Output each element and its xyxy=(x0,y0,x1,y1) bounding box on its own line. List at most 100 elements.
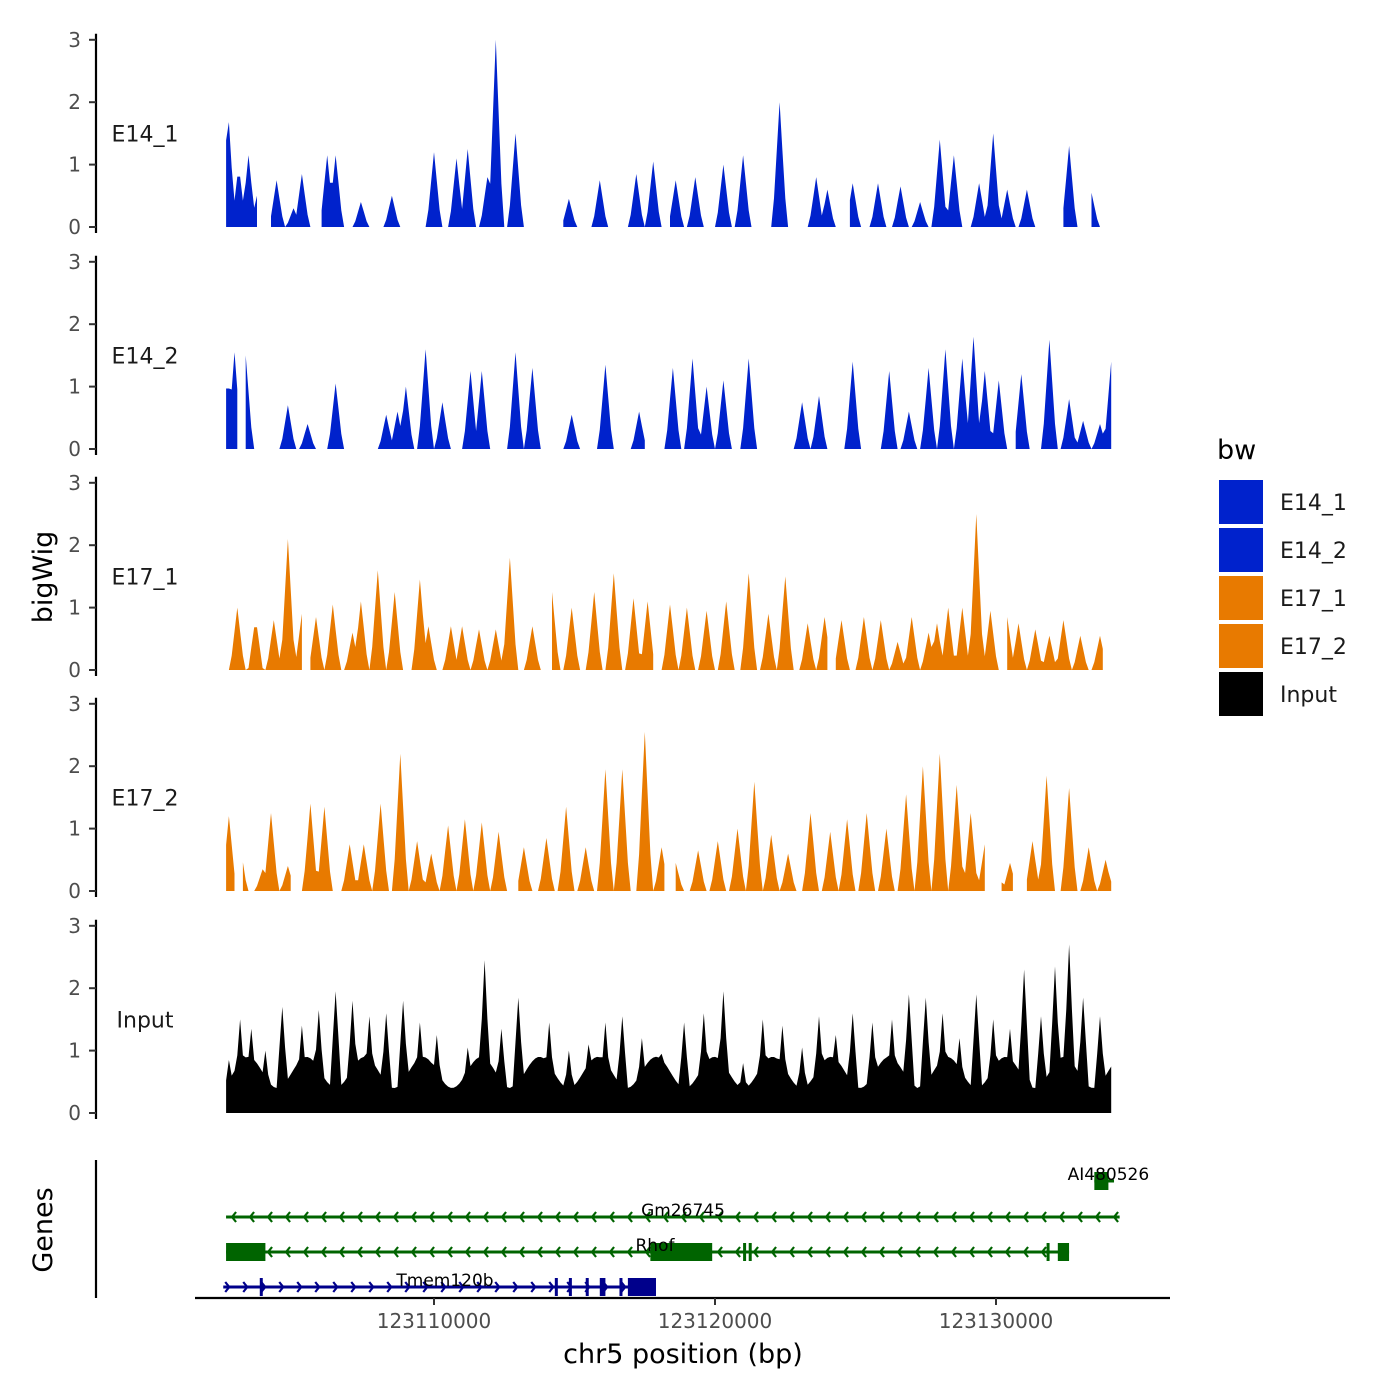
coverage-tracks: 0 1 2 3 E14_1 0 1 2 3 E14_2 0 1 2 3 E17_1 0 1 2 3 E17_2 0 1 2 3… xyxy=(68,28,1112,1125)
y-tick-label: 0 xyxy=(68,437,81,461)
coverage-area xyxy=(1026,775,1112,891)
coverage-area xyxy=(226,352,238,449)
strand-arrow xyxy=(986,1211,993,1223)
strand-arrow xyxy=(410,1211,417,1223)
coverage-area xyxy=(324,349,552,449)
coverage-area xyxy=(310,557,544,670)
strand-arrow xyxy=(284,1246,291,1258)
coverage-area xyxy=(518,731,665,891)
y-tick-label: 2 xyxy=(68,976,81,1000)
strand-arrow xyxy=(350,1281,357,1293)
y-tick-label: 2 xyxy=(68,90,81,114)
exon xyxy=(585,1278,589,1296)
strand-arrow xyxy=(410,1246,417,1258)
strand-arrow xyxy=(716,1211,723,1223)
exon xyxy=(1094,1172,1109,1190)
strand-arrow xyxy=(1022,1246,1029,1258)
strand-arrow xyxy=(860,1246,867,1258)
strand-arrow xyxy=(554,1211,561,1223)
y-tick-label: 0 xyxy=(68,215,81,239)
strand-arrow xyxy=(770,1246,777,1258)
strand-arrow xyxy=(986,1246,993,1258)
legend-swatch xyxy=(1219,624,1263,668)
track-Input: 0 1 2 3 Input xyxy=(68,914,1112,1125)
strand-arrow xyxy=(860,1211,867,1223)
x-tick-label: 123130000 xyxy=(939,1309,1054,1333)
coverage-area xyxy=(321,155,370,227)
coverage-area xyxy=(301,753,510,891)
strand-arrow xyxy=(1058,1211,1065,1223)
strand-arrow xyxy=(512,1281,519,1293)
strand-arrow xyxy=(950,1211,957,1223)
gene-track: AI480526 Gm26745 Rhof Tmem120b xyxy=(223,1165,1149,1296)
y-tick-label: 2 xyxy=(68,754,81,778)
y-tick-label: 3 xyxy=(68,28,81,52)
strand-arrow xyxy=(242,1281,249,1293)
strand-arrow xyxy=(458,1281,465,1293)
strand-arrow xyxy=(608,1246,615,1258)
strand-arrow xyxy=(842,1211,849,1223)
strand-arrow xyxy=(806,1211,813,1223)
strand-arrow xyxy=(608,1211,615,1223)
track-label: E17_2 xyxy=(112,786,179,811)
strand-arrow xyxy=(914,1211,921,1223)
y-tick-label: 0 xyxy=(68,658,81,682)
coverage-area xyxy=(1007,617,1103,670)
exon xyxy=(627,1278,656,1296)
strand-arrow xyxy=(806,1246,813,1258)
exon xyxy=(748,1243,752,1261)
strand-arrow xyxy=(626,1246,633,1258)
strand-arrow xyxy=(314,1281,321,1293)
exon xyxy=(226,1243,266,1261)
track-E14_1: 0 1 2 3 E14_1 xyxy=(68,28,1112,239)
strand-arrow xyxy=(368,1281,375,1293)
strand-arrow xyxy=(422,1281,429,1293)
coverage-area xyxy=(552,573,654,670)
strand-arrow xyxy=(386,1281,393,1293)
strand-arrow xyxy=(968,1211,975,1223)
coverage-area xyxy=(793,361,862,449)
x-axis-ticks: 123110000 123120000 123130000 xyxy=(377,1298,1054,1333)
strand-arrow xyxy=(932,1246,939,1258)
strand-arrow xyxy=(950,1246,957,1258)
strand-arrow xyxy=(1112,1211,1119,1223)
strand-arrow xyxy=(968,1246,975,1258)
strand-arrow xyxy=(284,1211,291,1223)
coverage-area xyxy=(242,813,291,891)
exon xyxy=(1057,1243,1070,1261)
strand-arrow xyxy=(1094,1211,1101,1223)
legend: bw E14_1 E14_2 E17_1 E17_2 Input xyxy=(1217,435,1347,716)
strand-arrow xyxy=(554,1246,561,1258)
strand-arrow xyxy=(1004,1246,1011,1258)
coverage-area xyxy=(1038,339,1112,449)
strand-arrow xyxy=(374,1246,381,1258)
strand-arrow xyxy=(590,1246,597,1258)
legend-title: bw xyxy=(1217,435,1256,466)
y-tick-label: 1 xyxy=(68,1039,81,1063)
exon xyxy=(619,1278,623,1296)
strand-arrow xyxy=(1040,1246,1047,1258)
exon xyxy=(599,1278,606,1296)
legend-item: E17_2 xyxy=(1219,624,1347,668)
exon xyxy=(259,1278,263,1296)
gene-Tmem120b: Tmem120b xyxy=(223,1271,656,1296)
track-label: E14_1 xyxy=(112,122,179,147)
strand-arrow xyxy=(476,1281,483,1293)
strand-arrow xyxy=(824,1211,831,1223)
strand-arrow xyxy=(878,1211,885,1223)
coverage-area xyxy=(560,364,645,449)
strand-arrow xyxy=(500,1246,507,1258)
strand-arrow xyxy=(932,1211,939,1223)
coverage-area xyxy=(245,355,316,449)
track-E14_2: 0 1 2 3 E14_2 xyxy=(68,250,1112,461)
strand-arrow xyxy=(1004,1211,1011,1223)
legend-item: E14_1 xyxy=(1219,480,1347,524)
legend-swatch xyxy=(1219,576,1263,620)
strand-arrow xyxy=(278,1281,285,1293)
y-tick-label: 0 xyxy=(68,1101,81,1125)
strand-arrow xyxy=(788,1246,795,1258)
legend-label: Input xyxy=(1280,683,1337,708)
legend-label: E14_2 xyxy=(1280,539,1347,564)
gene-Rhof: Rhof xyxy=(226,1236,1070,1261)
coverage-area xyxy=(653,358,783,449)
